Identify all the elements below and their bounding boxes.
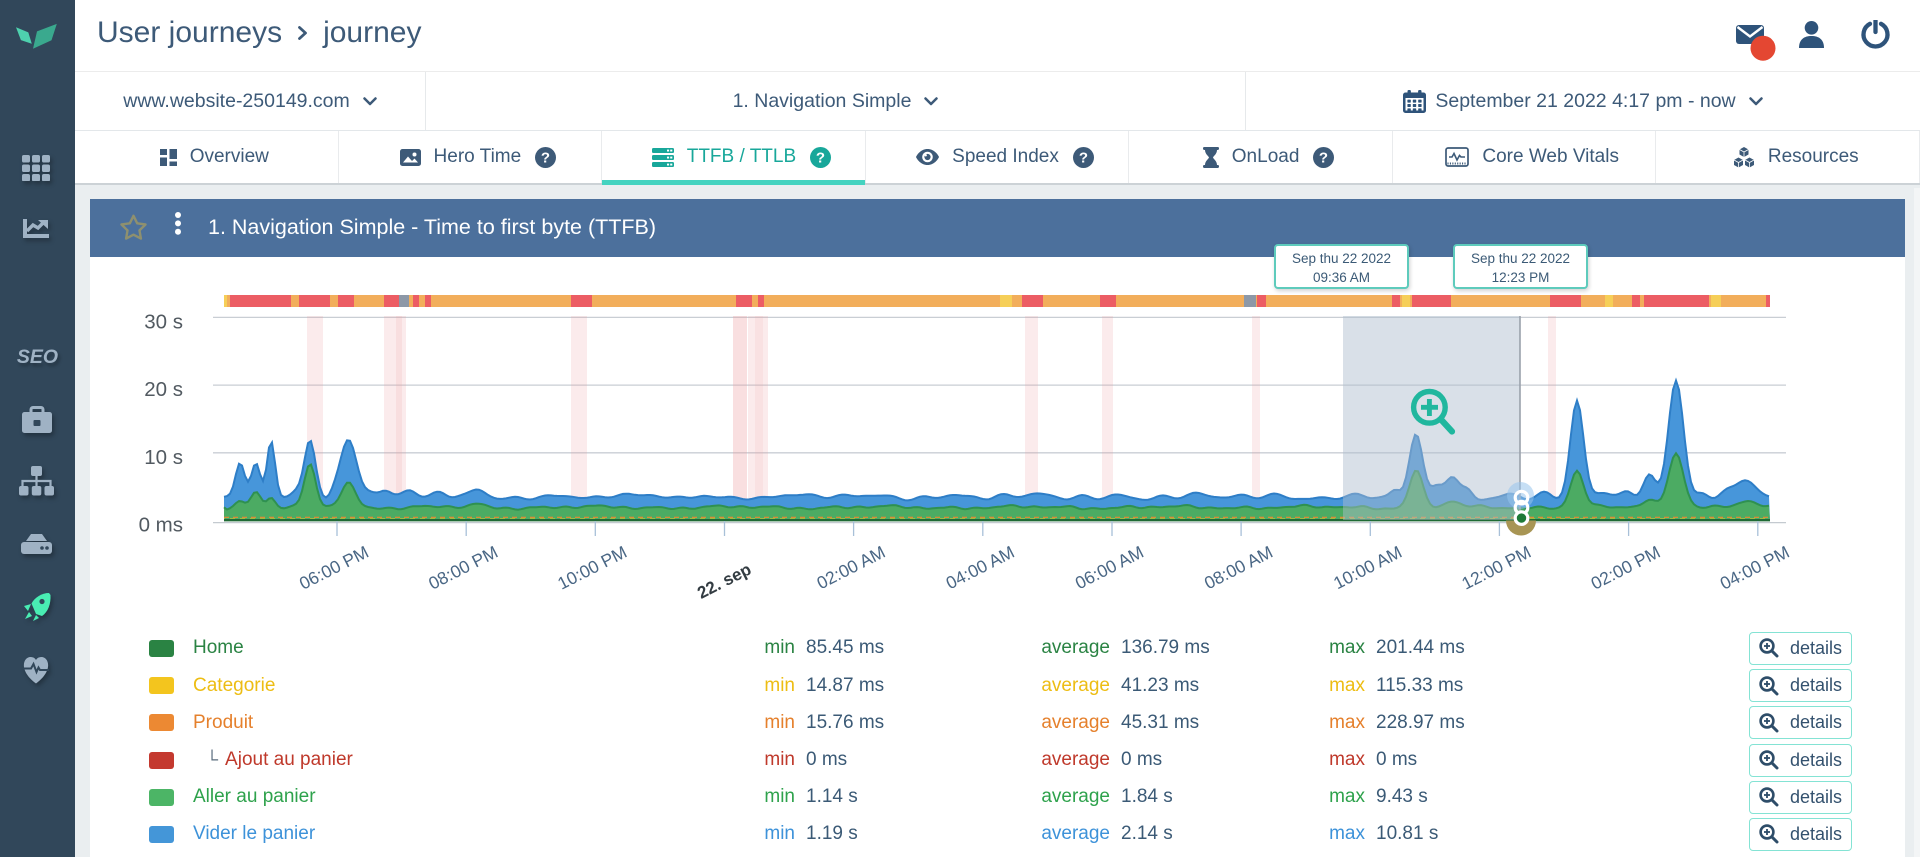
svg-text:20 s: 20 s bbox=[144, 378, 183, 401]
svg-text:30 s: 30 s bbox=[144, 310, 183, 333]
svg-text:02:00 AM: 02:00 AM bbox=[813, 542, 888, 593]
svg-text:06:00 PM: 06:00 PM bbox=[296, 542, 372, 594]
svg-text:?: ? bbox=[541, 149, 550, 166]
svg-text:10 s: 10 s bbox=[144, 446, 183, 469]
svg-text:04:00 PM: 04:00 PM bbox=[1717, 542, 1793, 594]
svg-text:0 ms: 0 ms bbox=[139, 514, 183, 537]
svg-text:10:00 PM: 10:00 PM bbox=[554, 542, 630, 594]
svg-text:08:00 AM: 08:00 AM bbox=[1201, 542, 1276, 593]
svg-text:22. sep: 22. sep bbox=[694, 560, 754, 603]
svg-text:06:00 AM: 06:00 AM bbox=[1072, 542, 1147, 593]
svg-text:04:00 AM: 04:00 AM bbox=[943, 542, 1018, 593]
svg-text:?: ? bbox=[1319, 149, 1328, 166]
svg-text:10:00 AM: 10:00 AM bbox=[1330, 542, 1405, 593]
svg-text:08:00 PM: 08:00 PM bbox=[425, 542, 501, 594]
svg-text:?: ? bbox=[816, 149, 825, 166]
svg-text:02:00 PM: 02:00 PM bbox=[1588, 542, 1664, 594]
svg-text:?: ? bbox=[1079, 149, 1088, 166]
svg-text:12:00 PM: 12:00 PM bbox=[1458, 542, 1534, 594]
